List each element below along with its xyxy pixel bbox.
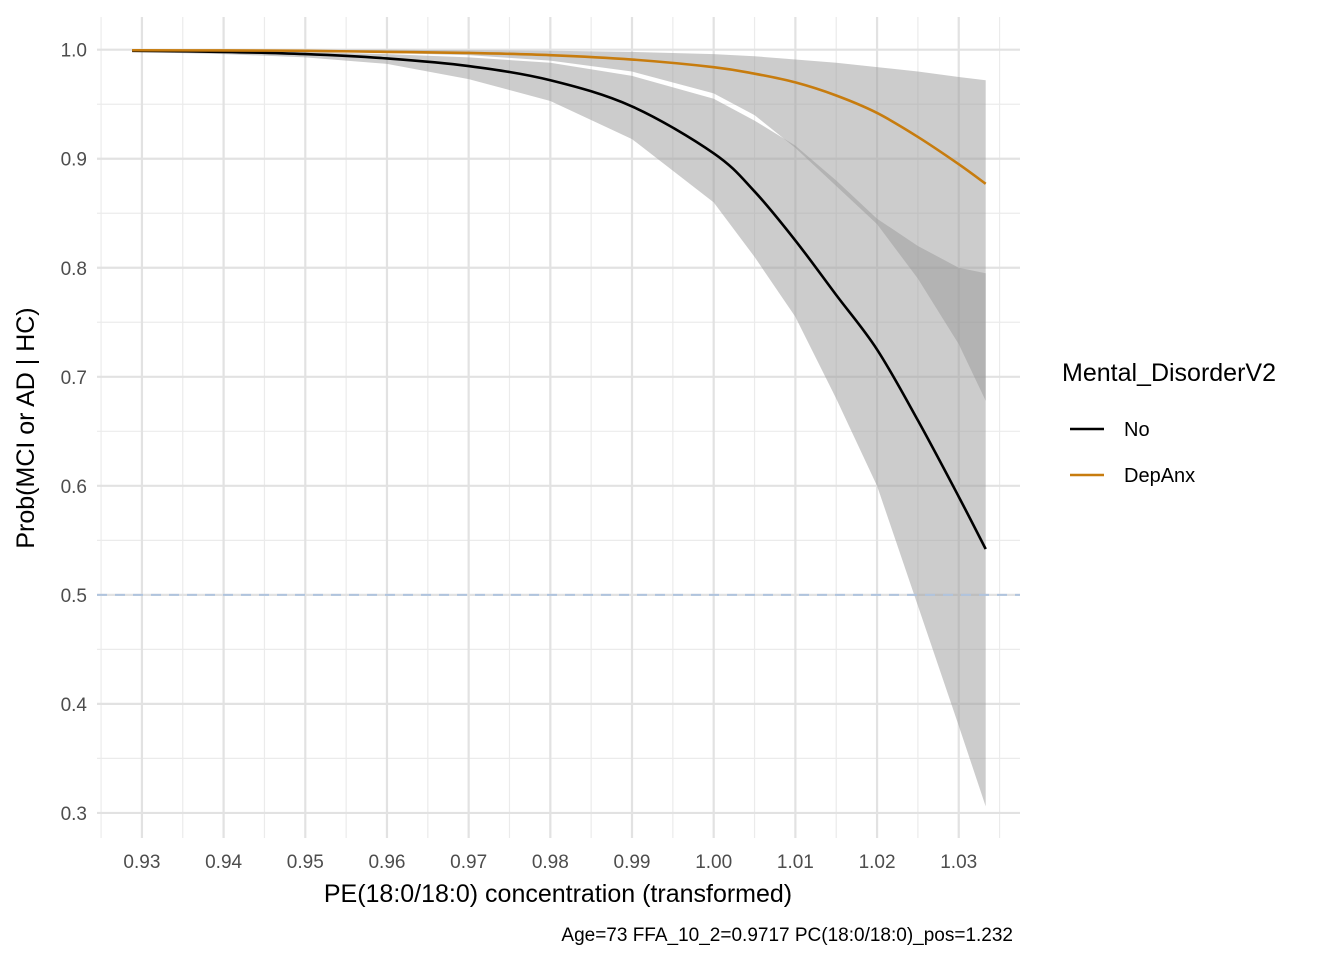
- legend-label-depanx: DepAnx: [1124, 465, 1195, 487]
- y-tick-label: 0.8: [61, 259, 87, 280]
- series-line-no: [132, 49, 987, 550]
- y-axis-title: Prob(MCI or AD | HC): [12, 307, 40, 548]
- ribbon-no: [132, 50, 986, 807]
- x-axis-title: PE(18:0/18:0) concentration (transformed…: [324, 880, 792, 908]
- x-tick-label: 1.02: [859, 852, 896, 873]
- y-tick-label: 0.5: [61, 586, 87, 607]
- y-tick-label: 0.3: [61, 804, 87, 825]
- confidence-ribbons: [132, 49, 986, 807]
- x-tick-label: 0.93: [123, 852, 160, 873]
- legend-label-no: No: [1124, 419, 1150, 441]
- y-tick-label: 1.0: [61, 41, 87, 62]
- x-tick-label: 1.00: [695, 852, 732, 873]
- series-lines: [132, 48, 987, 550]
- y-tick-labels: 0.3 0.4 0.5 0.6 0.7 0.8 0.9 1.0: [61, 41, 88, 825]
- x-tick-label: 1.03: [940, 852, 977, 873]
- caption: Age=73 FFA_10_2=0.9717 PC(18:0/18:0)_pos…: [561, 925, 1013, 946]
- ribbon-depanx: [132, 49, 986, 401]
- y-tick-label: 0.4: [61, 695, 88, 716]
- y-tick-label: 0.7: [61, 368, 87, 389]
- x-tick-label: 0.94: [205, 852, 242, 873]
- series-line-depanx: [132, 48, 987, 185]
- legend: Mental_DisorderV2 No DepAnx: [1062, 359, 1276, 487]
- x-tick-label: 0.97: [450, 852, 487, 873]
- x-tick-label: 0.96: [368, 852, 405, 873]
- x-tick-label: 0.95: [287, 852, 324, 873]
- legend-title: Mental_DisorderV2: [1062, 359, 1276, 387]
- x-tick-labels: 0.93 0.94 0.95 0.96 0.97 0.98 0.99 1.00 1.01 1.02…: [123, 852, 977, 873]
- x-tick-label: 1.01: [777, 852, 814, 873]
- x-tick-label: 0.98: [532, 852, 569, 873]
- y-tick-label: 0.9: [61, 150, 87, 171]
- y-tick-label: 0.6: [61, 477, 87, 498]
- x-tick-label: 0.99: [614, 852, 651, 873]
